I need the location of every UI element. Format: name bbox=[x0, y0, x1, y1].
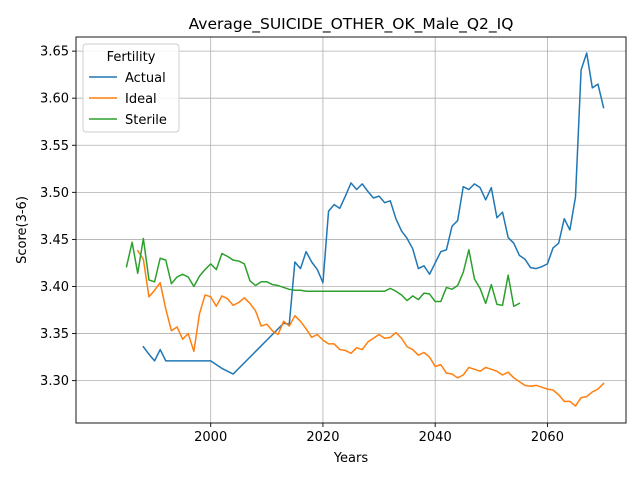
y-tick-label: 3.30 bbox=[40, 374, 69, 389]
y-tick-label: 3.35 bbox=[40, 327, 69, 342]
x-tick-label: 2020 bbox=[306, 430, 339, 445]
x-tick-label: 2060 bbox=[531, 430, 564, 445]
legend-label-ideal: Ideal bbox=[125, 92, 157, 107]
axis-ticks: 2000 2020 2040 2060 3.30 3.35 3.40 3.45 3.50 3.55… bbox=[40, 45, 564, 445]
series-line-ideal bbox=[136, 249, 605, 407]
grid-lines bbox=[76, 37, 626, 423]
y-tick-label: 3.65 bbox=[40, 45, 69, 60]
legend-label-actual: Actual bbox=[125, 71, 166, 86]
chart-title: Average_SUICIDE_OTHER_OK_Male_Q2_IQ bbox=[189, 15, 514, 34]
x-axis-label: Years bbox=[333, 451, 369, 466]
y-tick-label: 3.55 bbox=[40, 139, 69, 154]
y-tick-label: 3.40 bbox=[40, 280, 69, 295]
series-line-sterile bbox=[125, 237, 521, 308]
legend-title: Fertility bbox=[107, 50, 156, 65]
y-tick-label: 3.60 bbox=[40, 92, 69, 107]
y-axis-label: Score(3-6) bbox=[15, 196, 30, 264]
x-tick-label: 2000 bbox=[194, 430, 227, 445]
legend-label-sterile: Sterile bbox=[125, 113, 167, 128]
series-line-actual bbox=[142, 52, 605, 375]
series-lines bbox=[125, 52, 605, 407]
legend-box bbox=[82, 43, 180, 133]
y-tick-label: 3.50 bbox=[40, 186, 69, 201]
y-tick-label: 3.45 bbox=[40, 233, 69, 248]
x-tick-label: 2040 bbox=[419, 430, 452, 445]
plot-frame bbox=[75, 36, 627, 424]
legend: Fertility Actual Ideal Sterile bbox=[82, 43, 180, 133]
